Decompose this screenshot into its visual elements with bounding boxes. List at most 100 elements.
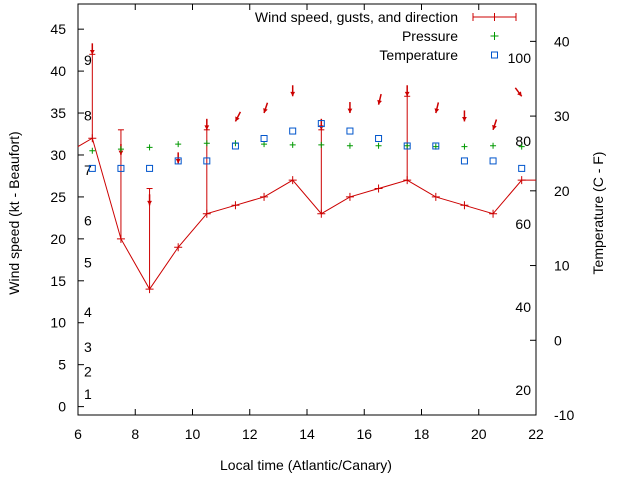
beaufort-label: 1 (84, 386, 92, 402)
temperature-point (489, 157, 497, 165)
temperature-point (260, 135, 268, 143)
fahrenheit-label: 80 (515, 133, 531, 149)
pressure-point (89, 147, 96, 154)
wind-speed-point (202, 209, 211, 218)
wind-direction-arrowhead (434, 108, 440, 114)
temperature-point (460, 157, 468, 165)
wind-speed-point (288, 176, 297, 185)
fahrenheit-label: 20 (515, 382, 531, 398)
wind-direction-arrowhead (347, 108, 353, 114)
temperature-point (375, 135, 383, 143)
wind-direction-arrowhead (404, 91, 410, 97)
pressure-point (375, 142, 382, 149)
pressure-point (346, 142, 353, 149)
wind-speed-point (174, 243, 183, 252)
wind-direction-arrowhead (204, 125, 210, 130)
wind-speed-point (260, 192, 269, 201)
temperature-point (88, 164, 96, 172)
wind-speed-point (145, 285, 154, 294)
y-left-tick-label: 45 (50, 21, 66, 37)
y-axis-left-title: Wind speed (kt - Beaufort) (6, 131, 22, 294)
pressure-point (461, 143, 468, 150)
wind-direction-arrowhead (517, 91, 522, 97)
beaufort-label: 9 (84, 52, 92, 68)
pressure-point (261, 141, 268, 148)
wind-speed-point (403, 176, 412, 185)
wind-direction-arrowhead (290, 91, 296, 97)
beaufort-label: 5 (84, 254, 92, 270)
y-left-tick-label: 20 (50, 231, 66, 247)
pressure-point (318, 141, 325, 148)
y-left-tick-label: 25 (50, 189, 66, 205)
x-axis-title: Local time (Atlantic/Canary) (220, 457, 392, 473)
pressure-point (117, 146, 124, 153)
y-left-tick-label: 30 (50, 147, 66, 163)
y-axis-right-title: Temperature (C - F) (590, 152, 606, 275)
legend-swatch-wind (472, 13, 517, 21)
y-right-tick-label: 0 (554, 332, 562, 348)
pressure-point (146, 144, 153, 151)
pressure-point (175, 141, 182, 148)
wind-speed-point (116, 234, 125, 243)
wind-direction-arrowhead (263, 108, 268, 114)
y-left-tick-label: 5 (58, 357, 66, 373)
y-left-tick-label: 40 (50, 63, 66, 79)
temperature-point (231, 142, 239, 150)
y-left-tick-label: 10 (50, 315, 66, 331)
pressure-point (490, 142, 497, 149)
fahrenheit-label: 40 (515, 299, 531, 315)
wind-direction-arrowhead (89, 49, 95, 55)
legend: Wind speed, gusts, and direction Pressur… (255, 9, 517, 63)
y-right-tick-label: -10 (554, 407, 574, 423)
y-right-tick-label: 30 (554, 108, 570, 124)
fahrenheit-label: 60 (515, 216, 531, 232)
temperature-point (317, 120, 325, 128)
legend-label-temperature: Temperature (379, 47, 458, 63)
temperature-point (174, 157, 182, 165)
x-tick-label: 10 (185, 426, 201, 442)
y-left-tick-label: 0 (58, 399, 66, 415)
pressure-point (518, 143, 525, 150)
x-tick-label: 16 (356, 426, 372, 442)
legend-swatch-pressure (490, 32, 499, 40)
fahrenheit-label: 100 (508, 50, 532, 66)
legend-label-pressure: Pressure (402, 28, 458, 44)
temperature-point (289, 127, 297, 135)
temperature-point (203, 157, 211, 165)
x-tick-label: 20 (471, 426, 487, 442)
pressure-point (203, 140, 210, 147)
y-right-tick-label: 10 (554, 258, 570, 274)
temperature-point (403, 142, 411, 150)
wind-speed-point (517, 176, 526, 185)
legend-label-wind: Wind speed, gusts, and direction (255, 9, 458, 25)
beaufort-label: 3 (84, 339, 92, 355)
wind-direction-arrowhead (377, 99, 382, 105)
wind-direction-arrowhead (462, 117, 467, 122)
beaufort-label: 4 (84, 304, 92, 320)
y-left-tick-label: 35 (50, 105, 66, 121)
x-tick-label: 14 (299, 426, 315, 442)
wind-speed-point (489, 209, 498, 218)
x-tick-label: 12 (242, 426, 258, 442)
plot-frame (77, 3, 537, 416)
y-right-tick-label: 20 (554, 183, 570, 199)
beaufort-label: 7 (84, 162, 92, 178)
wind-speed-point (317, 209, 326, 218)
x-tick-label: 6 (74, 426, 82, 442)
beaufort-label: 8 (84, 108, 92, 124)
temperature-point (146, 164, 154, 172)
temperature-point (518, 164, 526, 172)
x-tick-label: 22 (528, 426, 544, 442)
pressure-point (404, 142, 411, 149)
wind-speed-point (460, 201, 469, 210)
wind-direction-arrowhead (118, 150, 124, 155)
temperature-point (346, 127, 354, 135)
wind-speed-point (431, 192, 440, 201)
wind-direction-arrowhead (492, 124, 497, 130)
wind-direction-arrowhead (147, 200, 152, 206)
wind-speed-point (345, 192, 354, 201)
beaufort-label: 6 (84, 212, 92, 228)
x-tick-label: 8 (131, 426, 139, 442)
wind-direction-arrowhead (175, 158, 181, 164)
